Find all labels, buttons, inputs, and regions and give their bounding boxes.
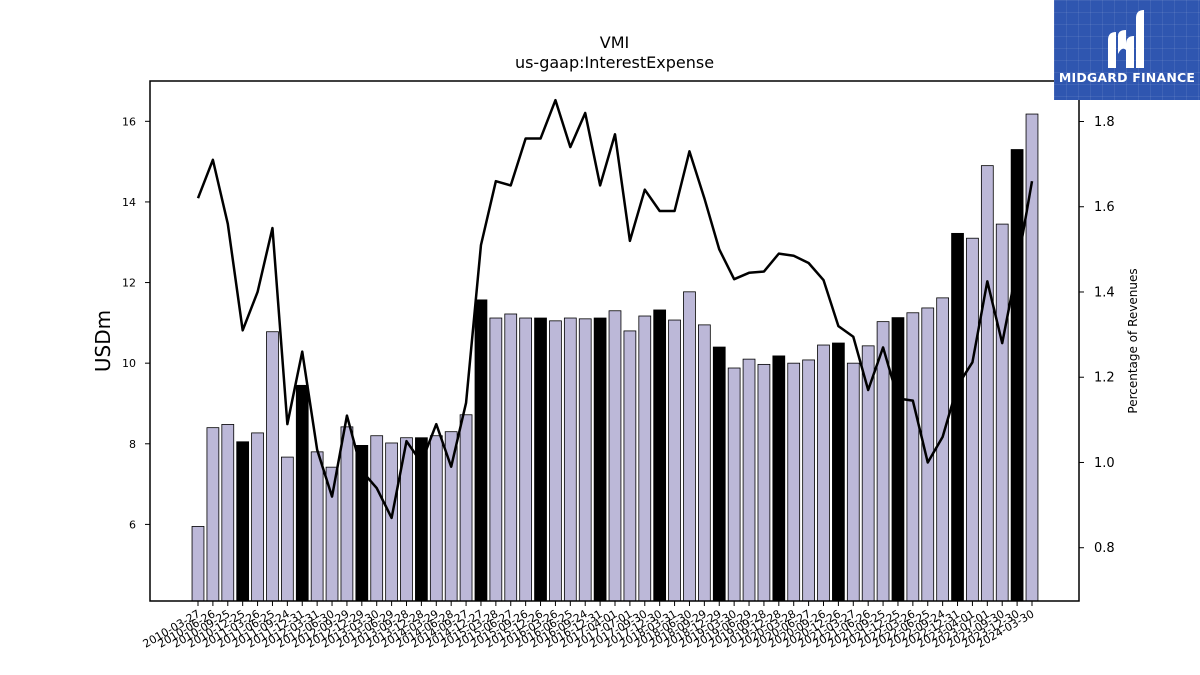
- left-tick-label: 14: [122, 196, 136, 209]
- x-axis: 2010-03-272010-06-262010-09-252010-12-25…: [141, 601, 1037, 651]
- right-tick-label: 1.2: [1094, 371, 1115, 386]
- bar-2014-09-27: [459, 414, 473, 602]
- right-tick-label: 1.4: [1094, 285, 1115, 300]
- bar-2020-03-28: [787, 362, 801, 602]
- bar-2019-09-28: [757, 363, 771, 602]
- chart-subtitle: us-gaap:InterestExpense: [515, 53, 714, 72]
- brand-logo: MIDGARD FINANCE: [1054, 0, 1200, 100]
- bar-2011-06-25: [266, 331, 279, 602]
- bar-2010-09-25: [221, 424, 235, 602]
- bar-2014-12-27: [474, 299, 488, 602]
- bar-2020-12-26: [832, 342, 845, 602]
- bar-2011-12-31: [295, 384, 309, 602]
- bar-2018-09-29: [698, 324, 711, 602]
- bar-2013-06-29: [385, 442, 398, 602]
- left-tick-label: 12: [122, 277, 136, 290]
- logo-text: MIDGARD FINANCE: [1058, 70, 1196, 85]
- bar-2019-06-29: [742, 358, 756, 602]
- line-layer: [196, 98, 1034, 520]
- left-axis: 6 8 10 12 14 16: [122, 115, 150, 531]
- y-axis-label-left: USDm: [91, 310, 115, 372]
- bar-2017-07-01: [623, 330, 637, 602]
- bar-2016-03-26: [549, 320, 562, 602]
- bar-2013-03-30: [370, 435, 384, 602]
- right-tick-label: 1.0: [1094, 456, 1115, 471]
- bar-2022-12-31: [951, 232, 964, 602]
- bar-2023-12-30: [1010, 149, 1024, 602]
- bar-2019-12-28: [772, 355, 786, 602]
- bar-2021-06-26: [861, 345, 875, 602]
- bar-2017-12-30: [653, 309, 667, 602]
- chart-title: VMI: [600, 33, 629, 52]
- left-tick-label: 16: [122, 115, 136, 128]
- left-tick-label: 10: [122, 357, 136, 370]
- bar-2010-12-25: [236, 441, 250, 602]
- bar-2012-03-31: [310, 451, 324, 602]
- bar-2015-06-27: [504, 313, 518, 602]
- bar-2011-03-26: [251, 432, 264, 602]
- bar-2010-03-27: [191, 526, 205, 602]
- bar-2018-06-30: [683, 291, 696, 602]
- bar-2012-09-29: [340, 426, 354, 602]
- bar-2015-03-28: [489, 317, 503, 602]
- right-tick-label: 1.8: [1094, 115, 1115, 130]
- bar-2023-04-01: [966, 237, 979, 602]
- bar-2023-09-30: [995, 223, 1009, 602]
- bar-2020-06-27: [802, 359, 815, 602]
- bar-2022-03-26: [906, 312, 920, 602]
- y-axis-label-right: Percentage of Revenues: [1126, 268, 1140, 413]
- bar-2021-12-25: [891, 317, 905, 602]
- revenue-percentage-line: [196, 98, 1034, 520]
- bar-2022-09-24: [936, 297, 950, 602]
- bar-2018-03-31: [668, 319, 681, 602]
- right-axis: 0.8 1.0 1.2 1.4 1.6 1.8: [1079, 115, 1115, 556]
- bar-2015-09-26: [519, 317, 533, 602]
- bar-2021-03-27: [846, 362, 860, 602]
- bar-2016-09-24: [578, 318, 592, 602]
- bar-2017-09-30: [638, 315, 652, 602]
- bar-2018-12-29: [712, 346, 726, 602]
- left-tick-label: 6: [129, 518, 136, 531]
- left-tick-label: 8: [129, 438, 136, 451]
- bar-2019-03-30: [727, 367, 741, 602]
- midgard-logo-icon: [1108, 10, 1144, 68]
- bars-layer: [191, 113, 1039, 602]
- bar-2015-12-26: [534, 317, 547, 602]
- bar-2010-06-26: [206, 427, 220, 602]
- bar-2017-04-01: [608, 310, 622, 602]
- right-tick-label: 1.6: [1094, 200, 1115, 215]
- bar-2023-07-01: [980, 165, 994, 602]
- bar-2016-06-25: [563, 317, 577, 602]
- bar-2020-09-26: [817, 344, 830, 602]
- bar-2016-12-31: [593, 317, 607, 602]
- right-tick-label: 0.8: [1094, 541, 1115, 556]
- bar-2011-09-24: [280, 456, 294, 602]
- bar-2014-03-29: [429, 435, 443, 602]
